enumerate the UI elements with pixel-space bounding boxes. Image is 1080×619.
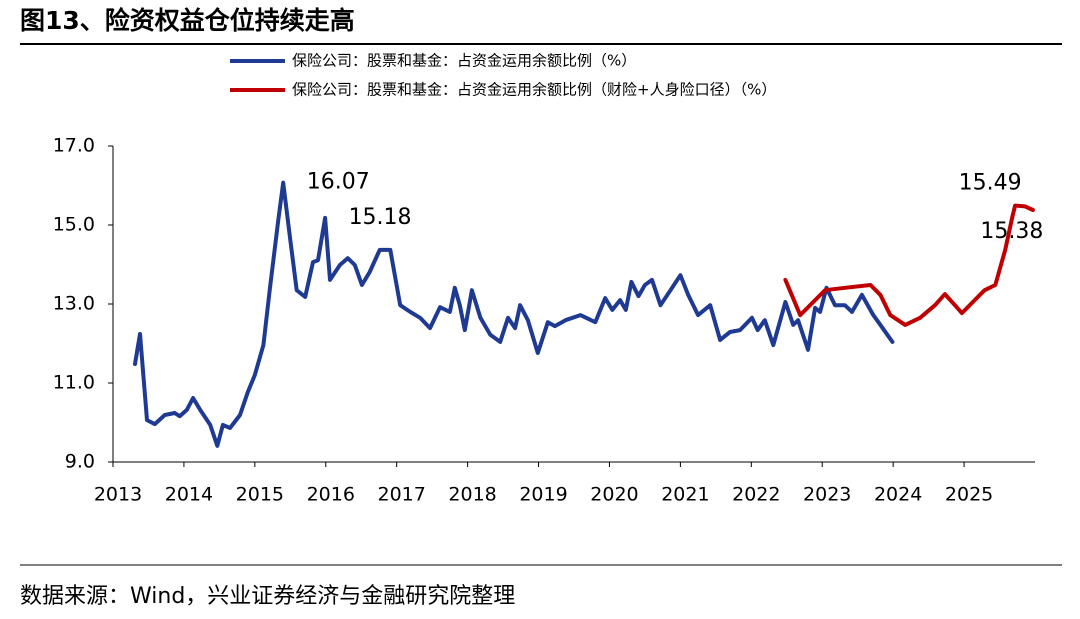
data-label: 15.38 bbox=[980, 219, 1043, 244]
data-label: 15.49 bbox=[959, 171, 1022, 196]
data-label: 15.18 bbox=[349, 205, 412, 230]
y-tick-label: 15.0 bbox=[53, 214, 95, 236]
x-tick-label: 2025 bbox=[945, 484, 993, 506]
y-tick-label: 17.0 bbox=[53, 135, 95, 157]
x-tick-label: 2014 bbox=[165, 484, 213, 506]
x-tick-label: 2015 bbox=[236, 484, 284, 506]
source-note: 数据来源：Wind，兴业证券经济与金融研究院整理 bbox=[20, 584, 515, 609]
x-tick-label: 2016 bbox=[307, 484, 355, 506]
y-tick-label: 11.0 bbox=[53, 372, 95, 394]
x-tick-label: 2013 bbox=[94, 484, 142, 506]
legend-label: 保险公司：股票和基金：占资金运用余额比例（财险+人身险口径）（%） bbox=[292, 81, 776, 99]
chart-title: 图13、险资权益仓位持续走高 bbox=[20, 6, 355, 35]
x-tick-label: 2020 bbox=[590, 484, 638, 506]
x-tick-label: 2023 bbox=[803, 484, 851, 506]
y-tick-label: 9.0 bbox=[65, 451, 95, 473]
legend-label: 保险公司：股票和基金：占资金运用余额比例（%） bbox=[292, 52, 636, 70]
x-tick-label: 2022 bbox=[732, 484, 780, 506]
x-tick-label: 2024 bbox=[874, 484, 922, 506]
series-line bbox=[133, 180, 895, 448]
x-tick-label: 2017 bbox=[378, 484, 426, 506]
series-line bbox=[783, 203, 1035, 327]
x-tick-label: 2018 bbox=[448, 484, 496, 506]
data-label: 16.07 bbox=[307, 170, 370, 195]
y-tick-label: 13.0 bbox=[53, 293, 95, 315]
x-tick-label: 2019 bbox=[519, 484, 567, 506]
x-tick-label: 2021 bbox=[661, 484, 709, 506]
